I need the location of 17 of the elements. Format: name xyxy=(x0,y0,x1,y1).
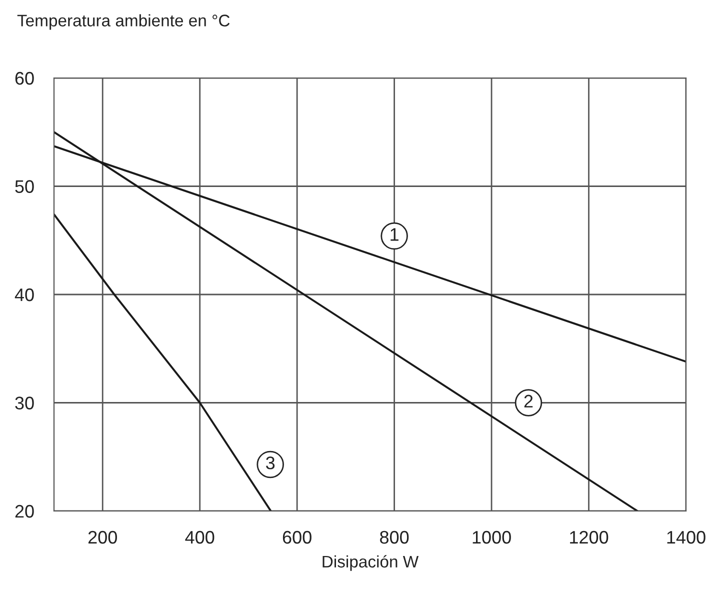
annotation: 3 xyxy=(266,456,275,470)
y-tick-label: 30 xyxy=(15,396,34,410)
x-tick-label: 1000 xyxy=(472,530,511,544)
y-tick-label: 60 xyxy=(15,72,34,85)
y-tick-label: 50 xyxy=(15,180,34,193)
x-tick-label: 1200 xyxy=(570,530,608,544)
y-axis-title: Temperatura ambiente en °C xyxy=(17,14,230,30)
x-axis-title: Disipación W xyxy=(322,555,419,571)
x-tick-label: 200 xyxy=(88,530,117,544)
x-tick-label: 1400 xyxy=(667,530,706,544)
y-tick-label: 20 xyxy=(15,504,34,518)
x-tick-label: 400 xyxy=(185,530,214,544)
x-tick-label: 800 xyxy=(380,530,409,544)
y-tick-label: 40 xyxy=(14,288,34,302)
annotation: 2 xyxy=(524,394,533,408)
x-tick-label: 600 xyxy=(282,530,312,544)
annotation: 1 xyxy=(390,228,398,241)
